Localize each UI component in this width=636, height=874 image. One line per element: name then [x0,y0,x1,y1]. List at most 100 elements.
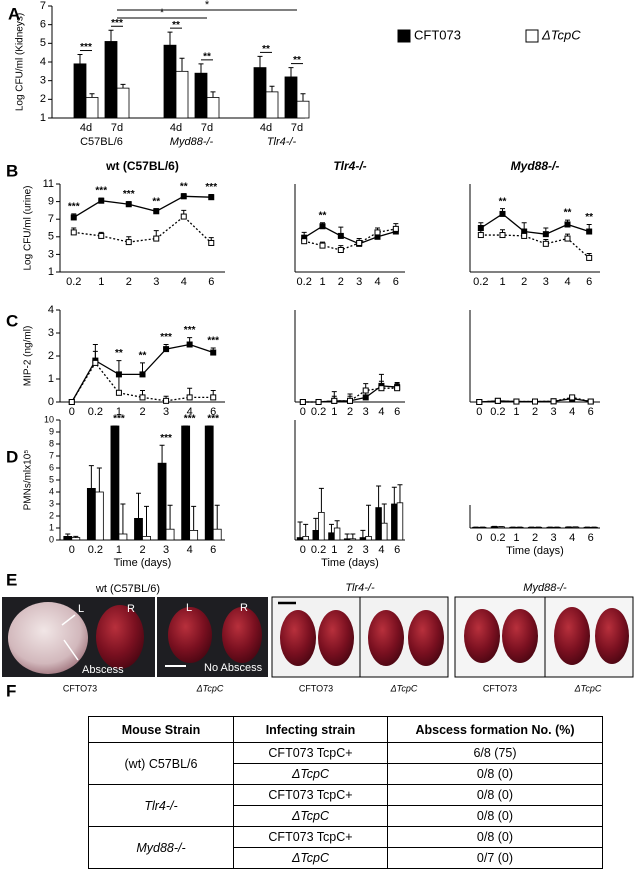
panel-label: F [6,681,16,700]
series-line [303,225,397,245]
x-tick-label: 4d [170,122,182,134]
x-tick-label: 7d [201,122,213,134]
cell: ΔTcpC [233,805,388,827]
table-header: Mouse Strain [88,716,234,743]
chart-title: wt (C57BL/6) [105,159,179,173]
y-tick-label: 3 [40,75,46,87]
error-bar [77,54,83,64]
error-bar [303,523,309,537]
x-tick-label: 1 [499,276,505,288]
bar [189,530,199,541]
bar [181,425,191,541]
x-tick-label: 2 [338,276,344,288]
y-tick-label: 4 [40,56,46,68]
legend-label: CFT073 [414,27,461,42]
cell: 0/8 (0) [387,826,603,848]
error-bar [108,29,114,42]
x-tick-label: 6 [394,544,400,556]
bar [142,536,151,541]
error-bar [136,492,141,519]
kidney [554,607,590,665]
x-tick-label: 3 [163,406,169,418]
kidney [368,610,404,666]
error-bar [318,487,324,513]
bar [206,97,220,119]
kidney [96,605,144,669]
x-tick-label: 6 [210,406,216,418]
marker [70,229,77,236]
marker [362,387,369,394]
marker [319,242,326,249]
kidney [464,609,500,663]
photo-caption: ΔTcpC [390,683,418,693]
x-tick-label: 3 [363,406,369,418]
marker [532,398,538,405]
x-axis-label: Time (days) [506,545,564,557]
legend-swatch [525,29,539,43]
x-tick-label: 6 [393,276,399,288]
y-tick-label: 3 [48,248,54,260]
x-tick-label: 1 [98,276,104,288]
y-axis-label: PMNs/mlx10⁵ [23,450,34,511]
y-axis-label: MIP-2 (ng/ml) [23,326,34,387]
legend-swatch [397,29,411,43]
x-tick-label: 3 [551,532,557,544]
x-tick-label: 0.2 [66,276,81,288]
series-line [73,195,212,218]
photo-title: Tlr4-/- [345,582,375,594]
error-bar [65,533,71,537]
photo-annotation: L [186,602,192,614]
x-tick-label: 0.2 [311,544,326,556]
cell: 0/7 (0) [387,847,603,869]
x-tick-label: 4 [374,276,380,288]
bar [94,491,104,541]
bar [318,512,325,541]
x-tick-label: 1 [116,406,122,418]
x-tick-label: 6 [210,544,216,556]
bar [163,44,177,119]
error-bar [344,533,350,539]
marker [513,398,520,405]
bar [194,72,208,119]
marker [125,239,132,246]
y-tick-label: 0 [49,534,54,544]
x-tick-label: 2 [347,406,353,418]
marker [499,210,506,217]
marker [163,346,170,353]
error-bar [144,505,149,537]
x-tick-label: 2 [532,532,538,544]
chart-title: Myd88-/- [511,159,560,173]
photo-title: Myd88-/- [523,582,567,594]
error-bar [328,523,334,533]
y-tick-label: 11 [43,178,54,190]
significance: *** [205,182,217,193]
panel-label: C [6,311,18,330]
y-tick-label: 9 [49,426,54,436]
x-tick-label: 0.2 [311,406,326,418]
marker [542,231,549,238]
marker [392,225,399,232]
x-tick-label: 4d [80,122,92,134]
y-tick-label: 9 [48,196,54,208]
y-tick-label: 1 [48,373,54,385]
significance: *** [160,433,172,444]
x-tick-label: 0.2 [490,532,505,544]
x-tick-label: 3 [551,406,557,418]
bar [212,528,222,541]
x-axis-label: Time (days) [114,557,172,569]
marker [125,201,132,208]
table-header: Infecting strain [233,716,388,743]
marker [115,389,122,396]
error-bar [381,503,387,524]
marker [569,394,576,401]
marker [139,371,146,378]
marker [319,223,326,230]
x-tick-label: 0.2 [297,276,312,288]
error-bar [376,485,382,508]
error-bar [73,535,79,538]
comparison-label: * [205,0,210,11]
y-tick-label: 1 [48,266,54,278]
error-bar [88,465,94,489]
marker [347,397,353,404]
error-bar [167,31,173,46]
